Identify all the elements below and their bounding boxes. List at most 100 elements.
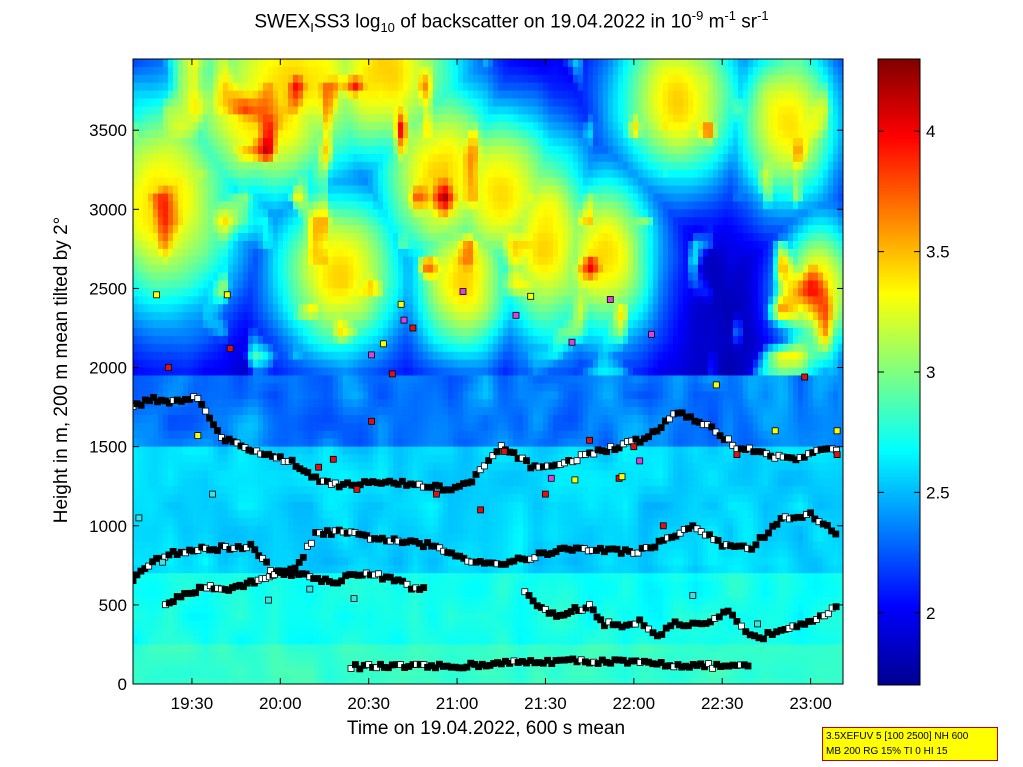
layer-marker xyxy=(613,545,621,553)
yellow-marker xyxy=(771,427,779,435)
red-marker xyxy=(388,370,396,378)
layer-marker xyxy=(398,477,406,485)
layer-marker xyxy=(476,466,484,474)
x-tick-label: 20:00 xyxy=(259,694,302,713)
layer-marker xyxy=(824,522,831,529)
y-axis-label: Height in m, 200 m mean tilted by 2° xyxy=(51,216,72,524)
layer-marker xyxy=(435,482,443,490)
red-marker xyxy=(630,443,638,451)
layer-marker xyxy=(356,665,364,673)
layer-marker xyxy=(582,604,590,612)
layer-marker xyxy=(403,580,411,588)
layer-marker xyxy=(270,571,278,579)
red-marker xyxy=(315,463,323,471)
layer-marker xyxy=(666,415,673,423)
layer-marker xyxy=(529,597,537,605)
layer-marker xyxy=(165,551,173,559)
layer-marker xyxy=(716,432,724,440)
layer-marker xyxy=(304,469,312,476)
layer-marker xyxy=(615,444,623,452)
layer-marker xyxy=(824,610,832,618)
cyan-marker xyxy=(209,490,216,498)
layer-marker xyxy=(729,611,736,619)
layer-marker xyxy=(523,457,530,465)
y-tick-label: 1000 xyxy=(89,517,127,536)
layer-marker xyxy=(351,661,359,668)
layer-marker xyxy=(320,531,327,538)
red-marker xyxy=(409,324,417,332)
layer-marker xyxy=(267,567,274,574)
layer-marker xyxy=(323,527,331,534)
layer-marker xyxy=(525,592,533,599)
processing-info-box: 3.5XEFUV 5 [100 2500] NH 600 MB 200 RG 1… xyxy=(822,727,998,761)
x-tick-label: 19:30 xyxy=(171,694,214,713)
backscatter-heatmap xyxy=(133,59,843,684)
layer-marker xyxy=(738,622,745,630)
y-axis: 0 500 1000 1500 2000 2500 3000 3500 xyxy=(89,121,843,694)
layer-marker xyxy=(468,478,476,486)
layer-marker xyxy=(744,662,752,670)
layer-marker xyxy=(712,428,720,436)
layer-marker xyxy=(724,607,732,615)
layer-marker xyxy=(347,665,355,672)
magenta-marker xyxy=(400,316,408,324)
layer-marker xyxy=(707,618,714,626)
chart-title: SWEXISS3 log10 of backscatter on 19.04.2… xyxy=(254,8,769,36)
cyan-marker xyxy=(754,620,761,628)
layer-marker xyxy=(832,603,840,611)
layer-marker xyxy=(667,622,675,630)
layer-marker xyxy=(729,441,737,449)
layer-marker xyxy=(714,537,722,544)
layer-marker xyxy=(243,544,251,552)
layer-marker xyxy=(676,529,684,537)
x-tick-label: 22:00 xyxy=(613,694,656,713)
x-axis-label: Time on 19.04.2022, 600 s mean xyxy=(346,718,626,739)
y-tick-label: 500 xyxy=(99,596,127,615)
layer-marker xyxy=(651,543,659,551)
red-marker xyxy=(542,490,549,498)
layer-marker xyxy=(149,558,157,566)
y-tick-label: 1500 xyxy=(89,438,127,457)
yellow-marker xyxy=(527,292,535,300)
layer-marker xyxy=(645,625,652,633)
red-marker xyxy=(226,345,234,353)
y-tick-label: 3500 xyxy=(89,121,127,140)
x-tick-label: 21:30 xyxy=(524,694,567,713)
layer-marker xyxy=(472,470,480,478)
x-tick-label: 22:30 xyxy=(701,694,744,713)
layer-marker xyxy=(210,421,217,429)
magenta-marker xyxy=(606,296,614,303)
yellow-marker xyxy=(618,473,626,481)
x-tick-label: 20:30 xyxy=(347,694,390,713)
layer-marker xyxy=(251,546,259,554)
colorbar: 2 2.5 3 3.5 4 xyxy=(877,58,950,686)
y-tick-label: 2500 xyxy=(89,279,127,298)
layer-marker xyxy=(832,530,840,538)
layer-marker xyxy=(386,573,394,581)
x-axis: 19:30 20:00 20:30 21:00 21:30 22:00 22:30 23:00 xyxy=(171,59,832,713)
layer-marker xyxy=(531,554,539,562)
layer-marker xyxy=(594,660,602,667)
layer-marker xyxy=(807,509,814,517)
layer-marker xyxy=(733,618,741,625)
plot-frame xyxy=(132,58,844,685)
info-line-1: 3.5XEFUV 5 [100 2500] NH 600 xyxy=(826,731,969,742)
layer-marker xyxy=(657,424,665,432)
layer-marker xyxy=(331,479,339,487)
layer-marker xyxy=(295,559,303,566)
colorbar-tick-label: 4 xyxy=(926,122,935,141)
layer-marker xyxy=(708,423,716,431)
red-marker xyxy=(833,451,841,459)
layer-marker xyxy=(549,609,557,617)
layer-marker xyxy=(363,532,371,540)
yellow-marker xyxy=(153,291,161,299)
magenta-marker xyxy=(368,351,376,359)
layer-marker xyxy=(247,540,255,548)
layer-marker xyxy=(263,558,271,566)
layer-marker xyxy=(752,541,760,549)
layer-marker xyxy=(137,401,145,409)
layer-marker xyxy=(573,457,581,465)
layer-marker xyxy=(198,400,206,408)
red-marker xyxy=(477,506,485,514)
